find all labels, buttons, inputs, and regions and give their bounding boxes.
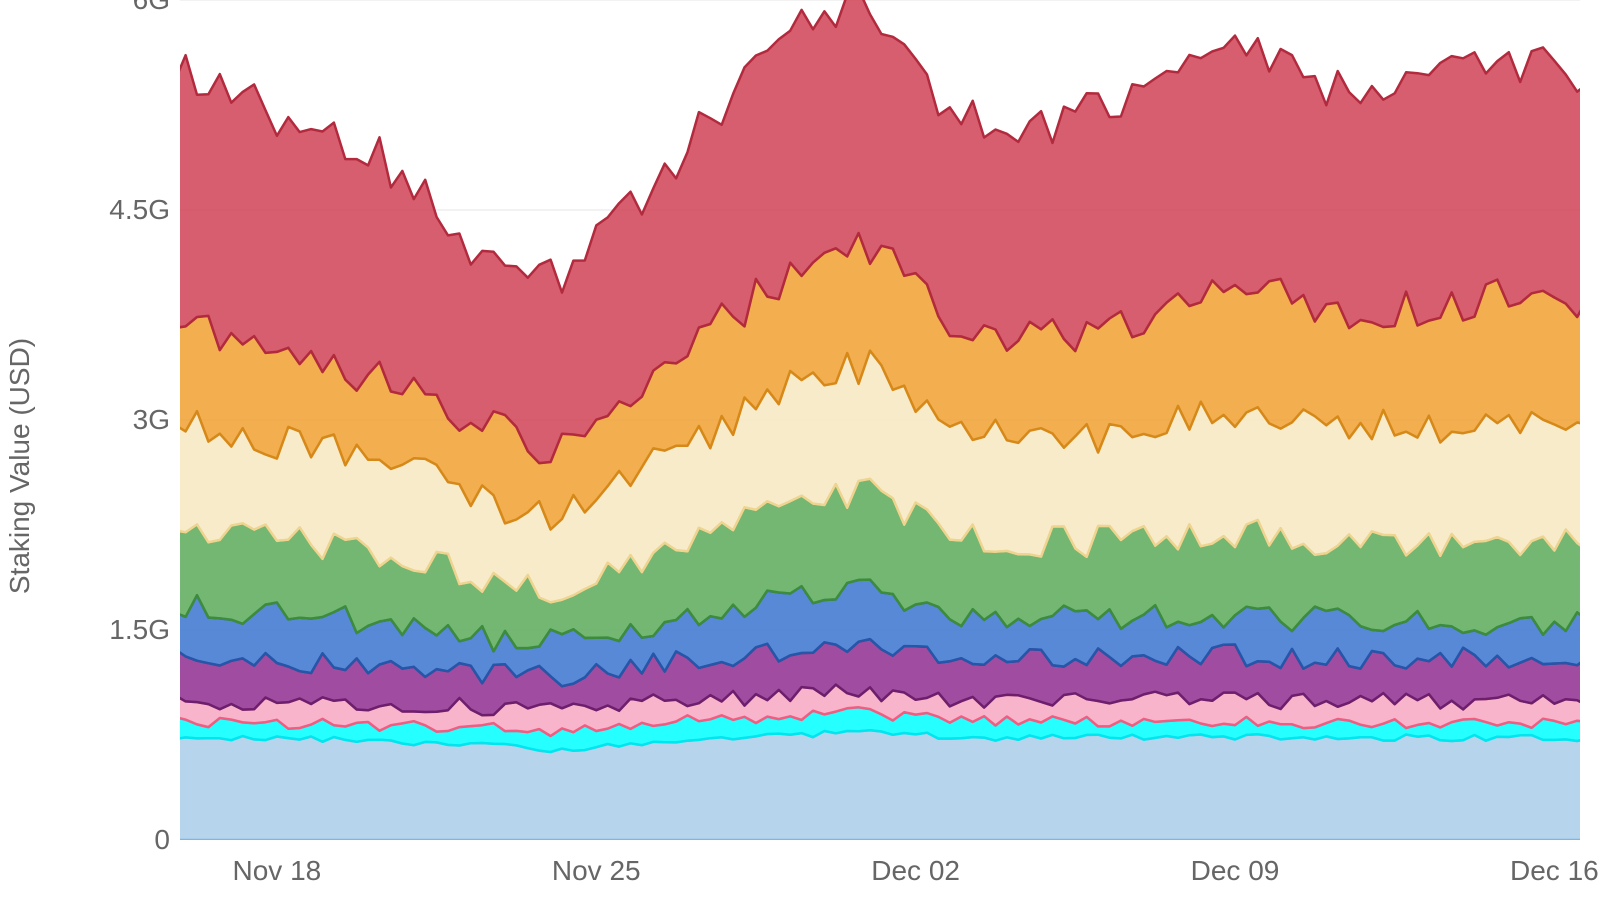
- x-tick-label: Dec 16: [1510, 855, 1599, 887]
- x-tick-label: Nov 18: [233, 855, 322, 887]
- stacked-area-chart: Staking Value (USD) 0 1.5G 3G 4.5G 6G Nov 18…: [0, 0, 1600, 900]
- y-axis-title: Staking Value (USD): [4, 338, 36, 594]
- y-tick-label: 3G: [133, 404, 170, 436]
- y-tick-label: 1.5G: [109, 614, 170, 646]
- y-tick-label: 0: [154, 824, 170, 856]
- x-tick-label: Dec 09: [1191, 855, 1280, 887]
- series-lightblue: [180, 730, 1580, 840]
- y-tick-label: 4.5G: [109, 194, 170, 226]
- x-tick-label: Nov 25: [552, 855, 641, 887]
- y-tick-label: 6G: [133, 0, 170, 16]
- x-tick-label: Dec 02: [871, 855, 960, 887]
- plot-area: [180, 0, 1580, 840]
- stacked-areas: [180, 0, 1580, 840]
